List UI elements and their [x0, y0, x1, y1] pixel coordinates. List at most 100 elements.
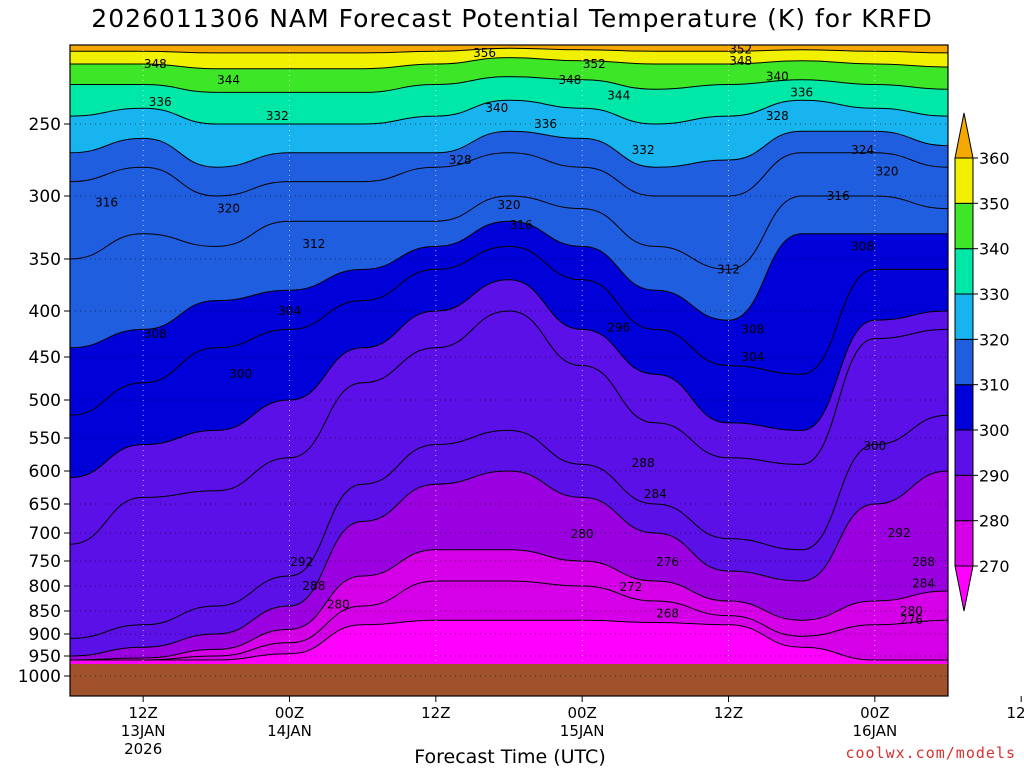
contour-label: 296 [607, 321, 630, 335]
x-tick-label: 12Z [1006, 704, 1024, 722]
y-axis: 250 300 350 400 450 500 550 600 650 700 750 800 850 9… [18, 115, 70, 687]
y-tick-label: 650 [29, 495, 61, 515]
contour-label: 312 [717, 262, 740, 276]
credit-text: coolwx.com/models [845, 744, 1016, 762]
isotherm-304 [70, 245, 948, 416]
contour-label: 352 [729, 43, 752, 57]
colorbar-segment [954, 384, 974, 431]
contour-label: 304 [278, 304, 301, 318]
colorbar-label: 310 [979, 376, 1010, 395]
contour-label: 284 [912, 577, 935, 591]
y-tick-label: 500 [29, 391, 61, 411]
colorbar-segment [954, 429, 974, 476]
contour-label: 340 [766, 70, 789, 84]
contour-label: 268 [656, 606, 679, 620]
contour-label: 300 [863, 439, 886, 453]
x-tick-label: 14JAN [267, 722, 312, 740]
contour-label: 352 [583, 57, 606, 71]
ground-surface [70, 664, 948, 696]
x-tick-label: 00Z [275, 704, 304, 722]
contour-label: 320 [876, 165, 899, 179]
colorbar-label: 330 [979, 285, 1010, 304]
colorbar-label: 300 [979, 421, 1010, 440]
isotherm-300 [70, 279, 948, 479]
grid [70, 45, 948, 677]
x-tick-label: 00Z [860, 704, 889, 722]
isotherm-308 [70, 220, 948, 349]
colorbar-segment [954, 202, 974, 250]
isotherm-352 [70, 47, 948, 54]
y-tick-label: 250 [29, 115, 61, 135]
chart-title: 2026011306 NAM Forecast Potential Temper… [91, 4, 933, 33]
colorbar-extend-top [954, 112, 974, 159]
x-tick-label: 00Z [567, 704, 596, 722]
colorbar-label: 360 [979, 149, 1010, 168]
colorbar-extend-bottom [954, 565, 974, 612]
colorbar-label: 340 [979, 240, 1010, 259]
contour-label: 284 [644, 487, 667, 501]
x-tick-label: 16JAN [852, 722, 897, 740]
contour-label: 348 [729, 54, 752, 68]
y-tick-label: 1000 [18, 667, 61, 687]
contour-label: 328 [449, 153, 472, 167]
contour-label: 308 [741, 322, 764, 336]
contour-label: 292 [888, 526, 911, 540]
y-tick-label: 850 [29, 602, 61, 622]
y-tick-label: 750 [29, 552, 61, 572]
y-tick-label: 600 [29, 462, 61, 482]
contour-label: 280 [327, 598, 350, 612]
isotherm-336 [70, 76, 948, 93]
isotherm-312 [70, 195, 948, 270]
contour-label: 332 [266, 109, 289, 123]
isotherm-344 [70, 57, 948, 70]
contour-label: 336 [149, 95, 172, 109]
contour-label: 316 [510, 218, 533, 232]
y-tick-label: 350 [29, 250, 61, 270]
x-tick-label: 2026 [124, 740, 162, 758]
colorbar-label: 270 [979, 557, 1010, 576]
contour-label: 344 [217, 73, 240, 87]
x-tick-label: 12Z [128, 704, 157, 722]
isotherm-268 [70, 619, 948, 661]
colorbar-label: 290 [979, 466, 1010, 485]
contour-label: 272 [619, 580, 642, 594]
y-tick-label: 550 [29, 429, 61, 449]
isotherm-316 [70, 152, 948, 197]
colorbar-segment [954, 520, 974, 567]
colorbar-label: 280 [979, 512, 1010, 531]
contour-label: 312 [302, 237, 325, 251]
y-tick-label: 800 [29, 577, 61, 597]
contour-label: 276 [900, 613, 923, 627]
contour-label: 308 [144, 327, 167, 341]
isotherm-292 [70, 414, 948, 639]
contour-label: 316 [827, 189, 850, 203]
colorbar-segment [954, 248, 974, 295]
y-tick-label: 900 [29, 625, 61, 645]
colorbar-segment [954, 293, 974, 340]
contour-label: 288 [912, 555, 935, 569]
contour-label: 276 [656, 555, 679, 569]
contour-label: 340 [485, 101, 508, 115]
isotherm-276 [70, 580, 948, 661]
colorbar: 270 280 290 300 310 320 330 340 350 360 [954, 112, 1010, 612]
x-tick-label: 12Z [714, 704, 743, 722]
contour-label: 356 [473, 46, 496, 60]
x-tick-label: 15JAN [560, 722, 605, 740]
contour-label: 280 [571, 527, 594, 541]
y-tick-label: 300 [29, 187, 61, 207]
colorbar-segment [954, 338, 974, 386]
x-tick-label: 13JAN [121, 722, 166, 740]
contour-label: 324 [851, 143, 874, 157]
y-tick-label: 400 [29, 302, 61, 322]
contour-label: 300 [229, 367, 252, 381]
isotherm-328 [70, 99, 948, 125]
isotherm-280 [70, 549, 948, 661]
x-axis-title: Forecast Time (UTC) [414, 746, 606, 768]
contour-label: 320 [498, 198, 521, 212]
contour-label: 336 [534, 117, 557, 131]
x-tick-label: 12Z [421, 704, 450, 722]
y-tick-label: 700 [29, 524, 61, 544]
